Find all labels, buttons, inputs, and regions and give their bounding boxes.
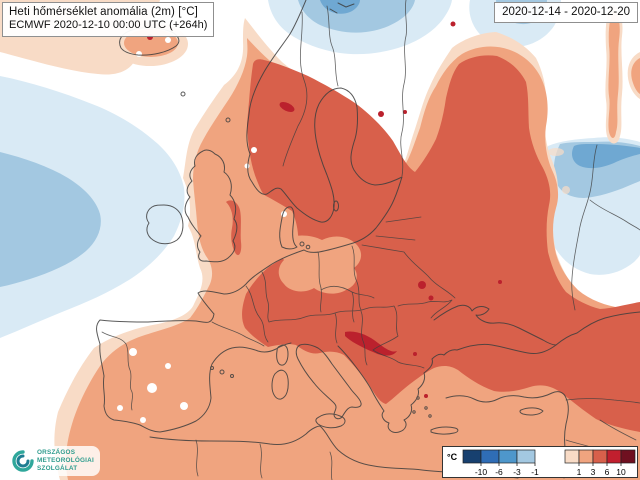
blacksea-north-crimea-coast [433,304,557,346]
shetland-island [225,117,231,123]
sardinia-coast [271,369,289,400]
valid-period-box: 2020-12-14 - 2020-12-20 [494,2,638,24]
legend-cell [620,449,636,464]
denmark-coast [279,206,298,250]
faroe-island [180,91,186,97]
legend-ticks [480,463,622,466]
logo-line3: SZOLGÁLAT [37,464,78,472]
svg-text:-3: -3 [513,467,521,477]
swirl-logo-icon [12,450,34,472]
logo-line2: METEOROLÓGIAI [37,457,94,465]
legend-cell [578,449,594,464]
italy-coast [295,343,362,420]
west-europe-iberia-coast [96,249,305,433]
gotland-island [333,200,339,212]
map-title-box: Heti hőmérséklet anomália (2m) [°C] ECMW… [2,2,215,38]
cyprus-coast [519,407,544,416]
britain-coast [184,149,238,263]
legend-cell [480,449,500,464]
warm-anomaly-strong-layer [226,55,640,432]
legend-warm-cells [564,449,636,464]
svg-text:-1: -1 [531,467,539,477]
warm-anomaly-pocket-layer [278,235,447,419]
crete-coast [430,426,459,435]
svg-text:-10: -10 [475,467,488,477]
svg-text:10: 10 [616,467,626,477]
model-run-info: ECMWF 2020-12-10 00:00 UTC (+264h) [9,19,208,32]
cold-anomaly-medium-layer [320,0,640,169]
valid-period-text: 2020-12-14 - 2020-12-20 [502,6,630,18]
map-title: Heti hőmérséklet anomália (2m) [°C] [9,6,198,18]
country-border-layer [101,0,640,480]
legend-cold-cells [462,449,536,464]
sicily-coast [315,413,346,429]
legend-cell [516,449,536,464]
legend-unit-label: °C [447,452,458,462]
coastline-layer [96,0,640,479]
omsz-logo: ORSZÁGOS METEOROLÓGIAI SZOLGÁLAT [8,446,100,476]
legend-cell [498,449,518,464]
legend-tick-labels: -10 -6 -3 -1 1 3 6 10 [475,467,626,477]
color-scale-legend: °C -10 [442,446,638,478]
white-speckle-layer [117,37,287,423]
scandinavia-baltic-coast [246,0,403,253]
ireland-coast [146,204,184,245]
turkey-levant-coast [445,391,569,479]
svg-text:1: 1 [577,467,582,477]
svalbard-coast [329,2,355,14]
logo-text: ORSZÁGOS METEOROLÓGIAI SZOLGÁLAT [37,449,94,472]
svg-text:-6: -6 [495,467,503,477]
svg-text:6: 6 [605,467,610,477]
legend-cell [606,449,622,464]
svg-text:3: 3 [591,467,596,477]
legend-cell [592,449,608,464]
corsica-coast [276,344,289,366]
logo-line1: ORSZÁGOS [37,449,76,457]
legend-scale: °C -10 [447,449,636,477]
legend-cell [564,449,580,464]
legend-cell [462,449,482,464]
